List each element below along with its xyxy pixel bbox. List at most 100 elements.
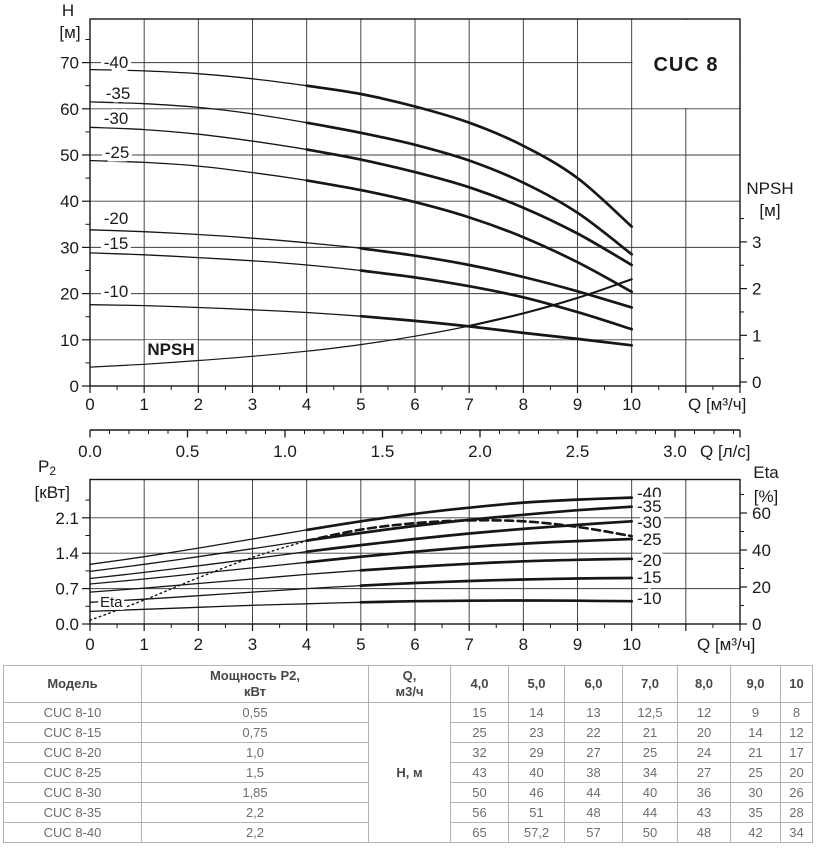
flow-column-header-text: м3/ч <box>395 684 424 699</box>
head-value-cell: 48 <box>564 802 623 823</box>
y-axis-title: P2 <box>38 457 56 478</box>
y-tick-label: 60 <box>60 100 79 119</box>
head-value-cell: 34 <box>622 762 678 783</box>
curve-label--20: -20 <box>104 209 129 228</box>
model-cell: CUC 8-35 <box>3 802 142 823</box>
curve-bold--30 <box>305 519 634 554</box>
table-header-row: Модель Мощность P2, кВт Q, м3/ч 4,0 5,0 6,0 7,0 8… <box>3 665 813 703</box>
y-tick-label: 0 <box>70 377 79 396</box>
y-tick-label: 40 <box>60 192 79 211</box>
x-axis-title: Q [м³/ч] <box>697 635 755 654</box>
head-value-cell: 28 <box>780 802 813 823</box>
table-row: CUC 8-10 0,55 Н, м 15 14 13 12,5 12 9 8 <box>3 702 813 843</box>
curve-bold--20 <box>359 246 634 309</box>
head-value-cell: 21 <box>730 742 781 763</box>
y2-tick-label: 40 <box>752 541 771 560</box>
power-cell: 2,2 <box>141 822 369 843</box>
x-tick-label: 3 <box>248 395 257 414</box>
x-tick-label: 5 <box>356 635 365 654</box>
y2-axis-title: Eta <box>753 463 779 482</box>
head-value-cell: 57 <box>564 822 623 843</box>
table-row: CUC 8-15 0,75 25 23 22 21 20 14 12 <box>3 722 813 743</box>
head-value-cell: 22 <box>564 722 623 743</box>
head-value-cell: 9 <box>730 702 781 723</box>
curve-label--10: -10 <box>104 282 129 301</box>
flow-value-header-text: 5,0 <box>527 676 546 691</box>
head-npsh-chart: 0 1 2 3 4 5 6 7 8 9 10 Q [м³/ч] 0 10 20 30 40 50 60 70 0 1 2 3 H… <box>59 1 793 414</box>
power-cell: 2,2 <box>141 802 369 823</box>
head-value-cell: 12 <box>780 722 813 743</box>
x2-tick-label: 2.0 <box>468 442 492 461</box>
y2-tick-label: 3 <box>752 233 761 252</box>
flow-value-header-text: 9,0 <box>746 676 765 691</box>
flow-value-header-text: 4,0 <box>470 676 489 691</box>
head-value-cell: 35 <box>730 802 781 823</box>
x-tick-label: 6 <box>410 395 419 414</box>
model-cell: CUC 8-30 <box>3 782 142 803</box>
head-value-cell: 38 <box>564 762 623 783</box>
x2-axis-title: Q [л/с] <box>700 442 751 461</box>
curve-label--30: -30 <box>104 109 129 128</box>
head-value-cell: 27 <box>677 762 731 783</box>
curve-eta-dotted <box>89 540 308 621</box>
power-column-header: Мощность P2, кВт <box>141 665 369 703</box>
curve-bold--40 <box>305 84 634 228</box>
power-cell: 1,5 <box>141 762 369 783</box>
flow-value-header: 5,0 <box>508 665 565 703</box>
flow-value-header: 8,0 <box>677 665 731 703</box>
curve-label--40: -40 <box>637 484 662 503</box>
y2-tick-label: 20 <box>752 578 771 597</box>
model-cell: CUC 8-15 <box>3 722 142 743</box>
x2-tick-label: 0.0 <box>78 442 102 461</box>
x-tick-label: 10 <box>622 635 641 654</box>
head-value-cell: 12 <box>677 702 731 723</box>
x2-tick-label: 2.5 <box>566 442 590 461</box>
curve-label--15: -15 <box>637 568 662 587</box>
curve-label--40: -40 <box>104 53 129 72</box>
model-column-header: Модель <box>3 665 142 703</box>
head-value-cell: 36 <box>677 782 731 803</box>
y2-tick-label: 0 <box>752 373 761 392</box>
curve-label--30: -30 <box>637 513 662 532</box>
x2-tick-label: 0.5 <box>176 442 200 461</box>
head-value-cell: 25 <box>450 722 509 743</box>
power-cell: 0,55 <box>141 702 369 723</box>
table-row: CUC 8-25 1,5 43 40 38 34 27 25 20 <box>3 762 813 783</box>
flow-value-header: 6,0 <box>564 665 623 703</box>
model-cell: CUC 8-25 <box>3 762 142 783</box>
curve-eta-dashed <box>305 518 633 543</box>
head-value-cell: 51 <box>508 802 565 823</box>
curve-label--35: -35 <box>637 497 662 516</box>
curve-bold-NPSH <box>468 278 633 328</box>
head-value-cell: 8 <box>780 702 813 723</box>
y2-tick-label: 1 <box>752 326 761 345</box>
flow-value-header-text: 7,0 <box>640 676 660 691</box>
power-column-header-text: кВт <box>243 684 267 699</box>
head-value-cell: 43 <box>677 802 731 823</box>
y2-tick-label: 60 <box>752 504 771 523</box>
flow-value-header: 10 <box>780 665 813 703</box>
x-axis-title: Q [м³/ч] <box>688 395 746 414</box>
curve-label-eta: Eta <box>100 594 123 611</box>
flow-column-header-text: Q, <box>402 668 417 683</box>
head-value-cell: 12,5 <box>622 702 678 723</box>
head-value-cell: 25 <box>730 762 781 783</box>
power-column-header-text: Мощность P2, <box>209 668 301 683</box>
x-tick-label: 1 <box>139 395 148 414</box>
power-cell: 0,75 <box>141 722 369 743</box>
head-value-cell: 34 <box>780 822 813 843</box>
head-value-cell: 27 <box>564 742 623 763</box>
head-value-cell: 20 <box>677 722 731 743</box>
table-row: CUC 8-30 1,85 50 46 44 40 36 30 26 <box>3 782 813 803</box>
flow-value-header: 4,0 <box>450 665 509 703</box>
curve-bold--35 <box>305 121 634 256</box>
y-tick-label: 10 <box>60 331 79 350</box>
head-value-cell: 21 <box>622 722 678 743</box>
head-value-cell: 14 <box>508 702 565 723</box>
x2-tick-label: 1.5 <box>371 442 395 461</box>
pump-spec-table: Модель Мощность P2, кВт Q, м3/ч 4,0 5,0 6,0 7,0 8… <box>3 665 813 843</box>
model-cell: CUC 8-10 <box>3 702 142 723</box>
y-axis-title: H <box>62 1 74 20</box>
power-cell: 1,0 <box>141 742 369 763</box>
